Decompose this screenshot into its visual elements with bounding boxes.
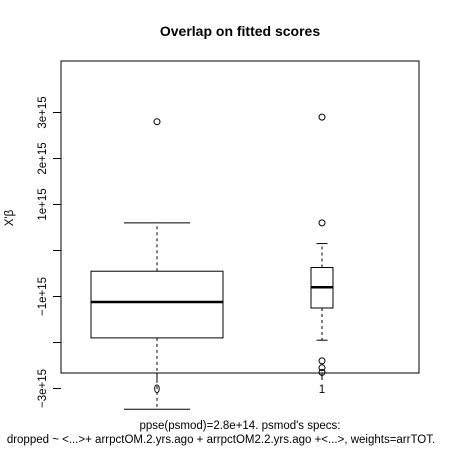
y-tick-label: −3e+15 [37,369,49,408]
y-tick-label: 3e+15 [37,96,49,128]
x-tick-label: 0 [154,384,160,396]
y-tick-label: 1e+15 [37,188,49,220]
box-0 [90,118,224,410]
outlier-point [318,368,326,376]
boxes-layer [90,113,334,410]
chart-subtitle: dropped ~ <...>+ arrpctOM.2.yrs.ago + ar… [7,434,435,446]
y-axis-label: X'β [4,209,16,226]
x-tick-label: 1 [319,384,325,396]
y-tick-label: −1e+15 [37,277,49,316]
box-1 [310,113,334,376]
chart-title: Overlap on fitted scores [160,23,320,39]
outlier-point [318,219,326,227]
outlier-point [153,118,161,126]
outlier-point [318,364,326,372]
outlier-point [318,113,326,121]
x-axis-label: ppse(psmod)=2.8e+14. psmod's specs: [139,420,340,432]
y-tick-label: 2e+15 [37,142,49,174]
box-iqr [90,270,224,339]
y-axis: −3e+15 −1e+15 1e+15 3e+15 2e+15 [37,62,62,408]
outlier-point [318,357,326,365]
